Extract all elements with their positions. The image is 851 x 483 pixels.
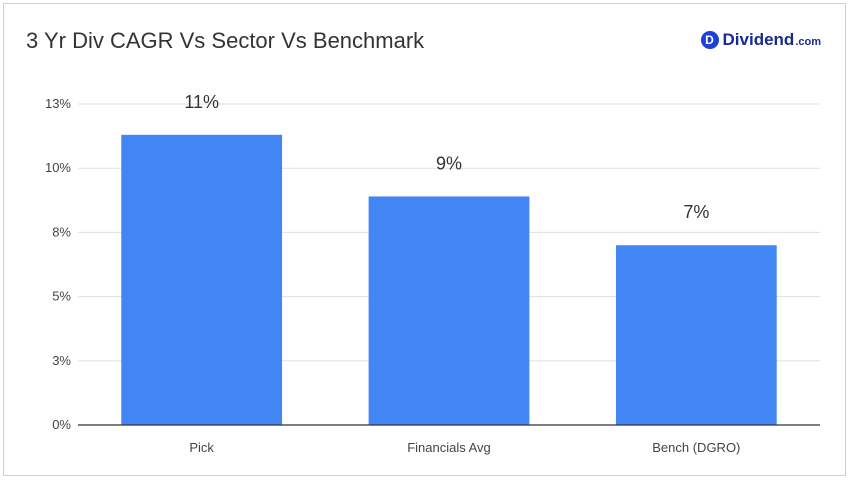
x-tick-label: Bench (DGRO) — [652, 440, 740, 455]
bar — [121, 134, 283, 426]
bar — [615, 245, 777, 425]
data-label: 9% — [436, 153, 462, 173]
chart-title: 3 Yr Div CAGR Vs Sector Vs Benchmark — [26, 28, 425, 53]
y-tick-label: 3% — [52, 353, 71, 368]
brand-badge-icon: D — [700, 31, 719, 49]
bar — [368, 196, 530, 425]
brand-logo: D Dividend .com — [700, 30, 821, 50]
data-label: 11% — [184, 92, 219, 112]
x-tick-label: Financials Avg — [407, 440, 491, 455]
y-tick-label: 5% — [52, 289, 71, 304]
x-tick-label: Pick — [189, 440, 214, 455]
y-tick-label: 0% — [52, 417, 71, 432]
y-tick-label: 10% — [45, 160, 71, 175]
y-tick-label: 8% — [52, 224, 71, 239]
brand-suffix: .com — [795, 36, 821, 48]
data-label: 7% — [683, 202, 709, 222]
brand-name: Dividend — [722, 30, 795, 49]
y-tick-label: 13% — [45, 96, 71, 111]
